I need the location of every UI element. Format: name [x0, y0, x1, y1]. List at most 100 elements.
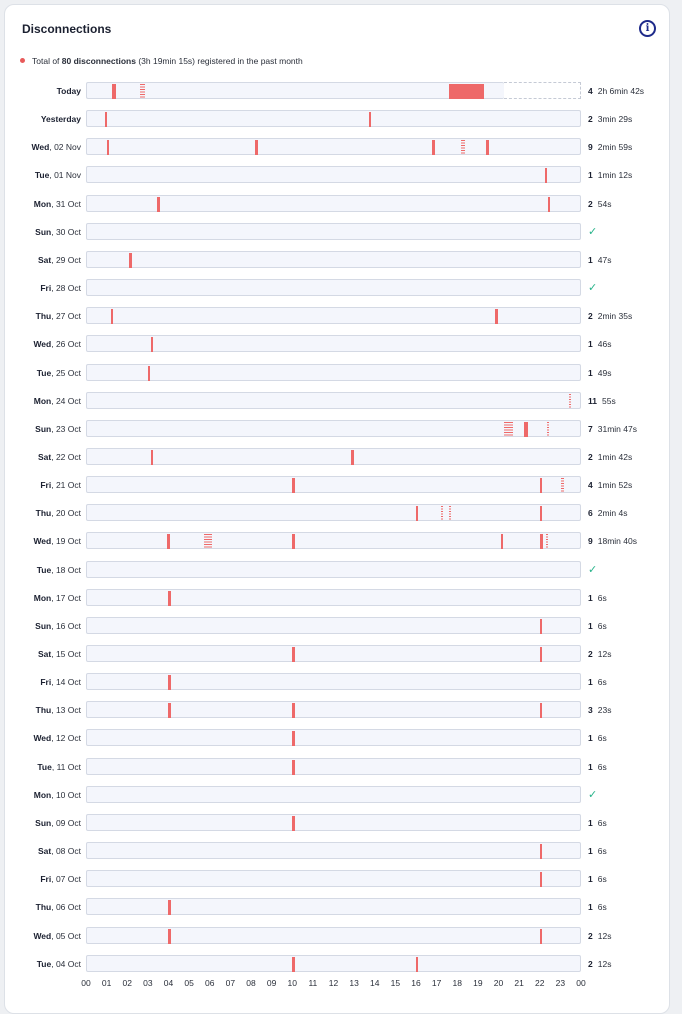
- disconnection-mark[interactable]: [292, 703, 295, 719]
- disconnection-cluster[interactable]: [448, 506, 452, 522]
- disconnection-mark[interactable]: [157, 196, 160, 212]
- timeline-bar[interactable]: [86, 504, 581, 522]
- disconnection-mark[interactable]: [448, 84, 485, 99]
- day-row[interactable]: Thu, 20 Oct 6 2min 4s: [0, 504, 682, 522]
- disconnection-cluster[interactable]: [561, 478, 564, 494]
- day-row[interactable]: Sun, 16 Oct 1 6s: [0, 616, 682, 635]
- disconnection-mark[interactable]: [415, 956, 419, 972]
- disconnection-mark[interactable]: [547, 196, 551, 212]
- disconnection-mark[interactable]: [150, 449, 154, 465]
- disconnection-mark[interactable]: [129, 252, 132, 268]
- timeline-bar[interactable]: [86, 616, 581, 634]
- disconnection-mark[interactable]: [292, 478, 295, 494]
- disconnection-mark[interactable]: [539, 506, 543, 522]
- day-row[interactable]: Tue, 11 Oct 1 6s: [0, 757, 682, 776]
- day-row[interactable]: Thu, 27 Oct 2 2min 35s: [0, 307, 682, 325]
- timeline-bar[interactable]: [86, 138, 581, 156]
- day-row[interactable]: Fri, 21 Oct 4 1min 52s: [0, 476, 682, 494]
- timeline-bar[interactable]: [86, 813, 581, 831]
- day-row[interactable]: Mon, 24 Oct 11 55s: [0, 391, 682, 410]
- disconnection-mark[interactable]: [106, 140, 110, 156]
- timeline-bar[interactable]: [86, 363, 581, 381]
- timeline-bar[interactable]: [86, 279, 581, 297]
- day-row[interactable]: Fri, 28 Oct ✓: [0, 279, 682, 297]
- day-row[interactable]: Sun, 23 Oct 7 31min 47s: [0, 419, 682, 438]
- timeline-bar[interactable]: [86, 560, 581, 578]
- disconnection-mark[interactable]: [368, 112, 372, 128]
- timeline-bar[interactable]: [86, 419, 581, 437]
- disconnection-mark[interactable]: [351, 449, 354, 465]
- disconnection-mark[interactable]: [500, 534, 504, 550]
- disconnection-mark[interactable]: [255, 140, 258, 156]
- timeline-bar[interactable]: [86, 729, 581, 747]
- timeline-bar[interactable]: [86, 110, 581, 128]
- day-row[interactable]: Wed, 05 Oct 2 12s: [0, 926, 682, 945]
- day-row[interactable]: Thu, 13 Oct 3 23s: [0, 701, 682, 719]
- timeline-bar[interactable]: [86, 250, 581, 268]
- disconnection-cluster[interactable]: [503, 421, 513, 437]
- disconnection-mark[interactable]: [167, 534, 170, 550]
- disconnection-mark[interactable]: [292, 956, 295, 972]
- disconnection-mark[interactable]: [168, 590, 171, 606]
- disconnection-cluster[interactable]: [139, 84, 145, 99]
- disconnection-mark[interactable]: [292, 647, 295, 662]
- disconnection-cluster[interactable]: [545, 534, 549, 550]
- day-row[interactable]: Today 4 2h 6min 42s: [0, 82, 682, 100]
- disconnection-mark[interactable]: [539, 534, 543, 550]
- disconnection-mark[interactable]: [539, 928, 543, 944]
- day-row[interactable]: Fri, 14 Oct 1 6s: [0, 673, 682, 691]
- day-row[interactable]: Sat, 29 Oct 1 47s: [0, 250, 682, 269]
- disconnection-mark[interactable]: [168, 675, 171, 691]
- day-row[interactable]: Yesterday 2 3min 29s: [0, 110, 682, 128]
- timeline-bar[interactable]: [86, 954, 581, 972]
- day-row[interactable]: Tue, 18 Oct ✓: [0, 560, 682, 579]
- disconnection-mark[interactable]: [539, 844, 543, 860]
- info-icon[interactable]: i: [639, 20, 656, 37]
- disconnection-cluster[interactable]: [568, 393, 572, 409]
- disconnection-mark[interactable]: [292, 759, 295, 775]
- day-row[interactable]: Tue, 25 Oct 1 49s: [0, 363, 682, 382]
- disconnection-mark[interactable]: [110, 309, 114, 325]
- timeline-bar[interactable]: [86, 307, 581, 325]
- disconnection-mark[interactable]: [544, 168, 548, 184]
- timeline-bar[interactable]: [86, 166, 581, 184]
- timeline-bar[interactable]: [86, 842, 581, 860]
- disconnection-mark[interactable]: [168, 703, 171, 719]
- timeline-bar[interactable]: [86, 645, 581, 662]
- disconnection-cluster[interactable]: [461, 140, 466, 156]
- disconnection-mark[interactable]: [539, 872, 543, 888]
- disconnection-mark[interactable]: [292, 534, 295, 550]
- day-row[interactable]: Mon, 31 Oct 2 54s: [0, 194, 682, 213]
- timeline-bar[interactable]: [86, 476, 581, 494]
- disconnection-mark[interactable]: [150, 337, 154, 353]
- timeline-bar[interactable]: [86, 194, 581, 212]
- day-row[interactable]: Fri, 07 Oct 1 6s: [0, 870, 682, 888]
- day-row[interactable]: Sat, 22 Oct 2 1min 42s: [0, 447, 682, 466]
- timeline-bar[interactable]: [86, 391, 581, 409]
- timeline-bar[interactable]: [86, 335, 581, 353]
- day-row[interactable]: Mon, 10 Oct ✓: [0, 785, 682, 804]
- timeline-bar[interactable]: [86, 673, 581, 691]
- disconnection-mark[interactable]: [147, 365, 151, 381]
- timeline-bar[interactable]: [86, 870, 581, 888]
- disconnection-mark[interactable]: [539, 703, 543, 719]
- disconnection-mark[interactable]: [415, 506, 419, 522]
- timeline-bar[interactable]: [86, 532, 581, 550]
- disconnection-mark[interactable]: [524, 421, 528, 437]
- day-row[interactable]: Tue, 04 Oct 2 12s: [0, 954, 682, 973]
- timeline-bar[interactable]: [86, 82, 504, 99]
- disconnection-mark[interactable]: [292, 731, 295, 747]
- disconnection-cluster[interactable]: [546, 421, 550, 437]
- timeline-bar[interactable]: [86, 757, 581, 775]
- day-row[interactable]: Sun, 09 Oct 1 6s: [0, 813, 682, 832]
- day-row[interactable]: Wed, 26 Oct 1 46s: [0, 335, 682, 353]
- day-row[interactable]: Sat, 15 Oct 2 12s: [0, 645, 682, 663]
- disconnection-mark[interactable]: [292, 815, 295, 831]
- day-row[interactable]: Wed, 02 Nov 9 2min 59s: [0, 138, 682, 156]
- disconnection-mark[interactable]: [539, 618, 543, 634]
- disconnection-mark[interactable]: [539, 647, 543, 662]
- disconnection-mark[interactable]: [168, 928, 171, 944]
- timeline-bar[interactable]: [86, 926, 581, 944]
- day-row[interactable]: Sat, 08 Oct 1 6s: [0, 842, 682, 860]
- timeline-bar[interactable]: [86, 898, 581, 916]
